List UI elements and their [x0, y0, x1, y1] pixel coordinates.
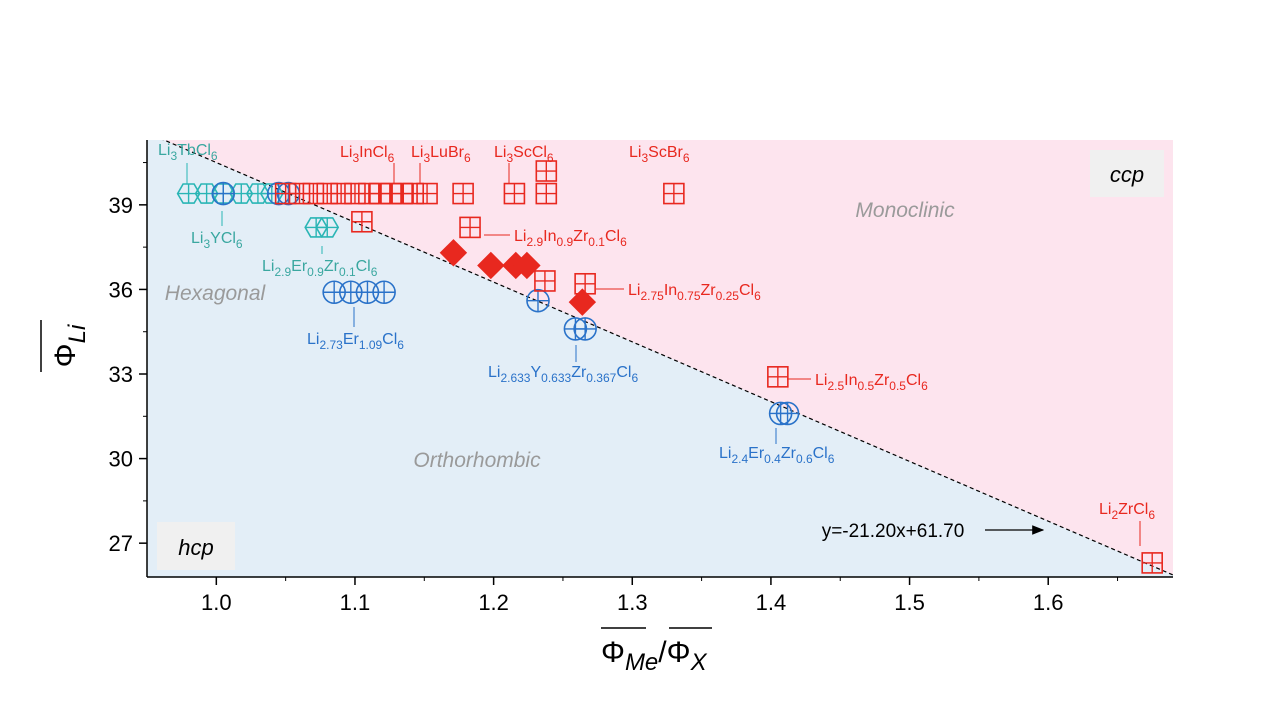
- svg-text:ΦLi: ΦLi: [49, 324, 91, 367]
- diamond-marker: [439, 239, 468, 267]
- diamond-marker: [477, 251, 505, 280]
- label-li25in05zr05cl6: Li2.5In0.5Zr0.5Cl6: [815, 372, 928, 393]
- hcp-label: hcp: [178, 535, 213, 560]
- monoclinic-label: Monoclinic: [855, 199, 955, 222]
- diamond-marker: [513, 251, 541, 280]
- label-li29er09zr01cl6: Li2.9Er0.9Zr0.1Cl6: [262, 258, 378, 279]
- hcp-label-box: [157, 522, 235, 570]
- circle-marker: [573, 317, 597, 341]
- boundary-line: [162, 140, 1173, 576]
- circle-marker: [526, 288, 550, 313]
- square-marker: [351, 210, 373, 233]
- y-tick-label: 27: [109, 531, 133, 556]
- ccp-label: ccp: [1110, 162, 1144, 187]
- square-marker: [663, 182, 685, 205]
- x-tick-label: 1.4: [756, 590, 787, 615]
- square-marker: [535, 160, 558, 182]
- label-li29in09zr01cl6: Li2.9In0.9Zr0.1Cl6: [514, 228, 627, 249]
- y-tick-label: 39: [109, 193, 133, 218]
- square-marker: [416, 182, 438, 205]
- x-tick-label: 1.6: [1033, 590, 1064, 615]
- monoclinic-region: [147, 140, 1173, 575]
- label-li2633y0633zr0367cl6: Li2.633Y0.633Zr0.367Cl6: [488, 364, 638, 385]
- y-axis-title: ΦLi: [40, 320, 91, 372]
- label-li2zrcl6: Li2ZrCl6: [1099, 501, 1155, 522]
- label-li3incl6: Li3InCl6: [340, 144, 395, 165]
- circle-marker: [372, 280, 396, 305]
- diamond-marker: [568, 288, 597, 316]
- x-tick-label: 1.3: [617, 590, 648, 615]
- square-marker: [503, 182, 526, 205]
- label-li3scbr6: Li3ScBr6: [629, 144, 690, 165]
- hex-marker: [315, 217, 340, 238]
- y-tick-label: 36: [109, 277, 133, 302]
- label-li3tbcl6: Li3TbCl6: [158, 142, 218, 163]
- label-li3ycl6: Li3YCl6: [191, 230, 243, 251]
- circle-marker: [211, 181, 236, 206]
- x-tick-label: 1.2: [478, 590, 509, 615]
- circle-marker: [775, 401, 800, 426]
- x-tick-label: 1.1: [340, 590, 371, 615]
- square-marker: [535, 182, 558, 205]
- x-tick-label: 1.0: [201, 590, 232, 615]
- ccp-label-box: [1090, 150, 1164, 197]
- square-marker: [1141, 552, 1164, 574]
- square-marker: [767, 366, 789, 388]
- y-tick-label: 33: [109, 362, 133, 387]
- square-marker: [459, 216, 481, 239]
- x-axis-title: ΦMe/ΦX: [601, 627, 712, 676]
- orthorhombic-region: [147, 140, 1173, 577]
- x-tick-label: 1.5: [894, 590, 925, 615]
- orthorhombic-label: Orthorhombic: [413, 449, 541, 472]
- boundary-equation: y=-21.20x+61.70: [822, 521, 965, 542]
- label-li3lubr6: Li3LuBr6: [411, 144, 471, 165]
- label-li24er04zr06cl6: Li2.4Er0.4Zr0.6Cl6: [719, 445, 835, 466]
- label-li275in075zr025cl6: Li2.75In0.75Zr0.25Cl6: [628, 282, 761, 303]
- label-li273er109cl6: Li2.73Er1.09Cl6: [307, 331, 404, 352]
- hexagonal-label: Hexagonal: [165, 282, 267, 305]
- y-tick-label: 30: [109, 447, 133, 472]
- label-li3sccl6: Li3ScCl6: [494, 144, 554, 165]
- square-marker: [452, 182, 474, 205]
- svg-text:ΦMe/ΦX: ΦMe/ΦX: [601, 636, 708, 676]
- square-marker: [534, 270, 556, 292]
